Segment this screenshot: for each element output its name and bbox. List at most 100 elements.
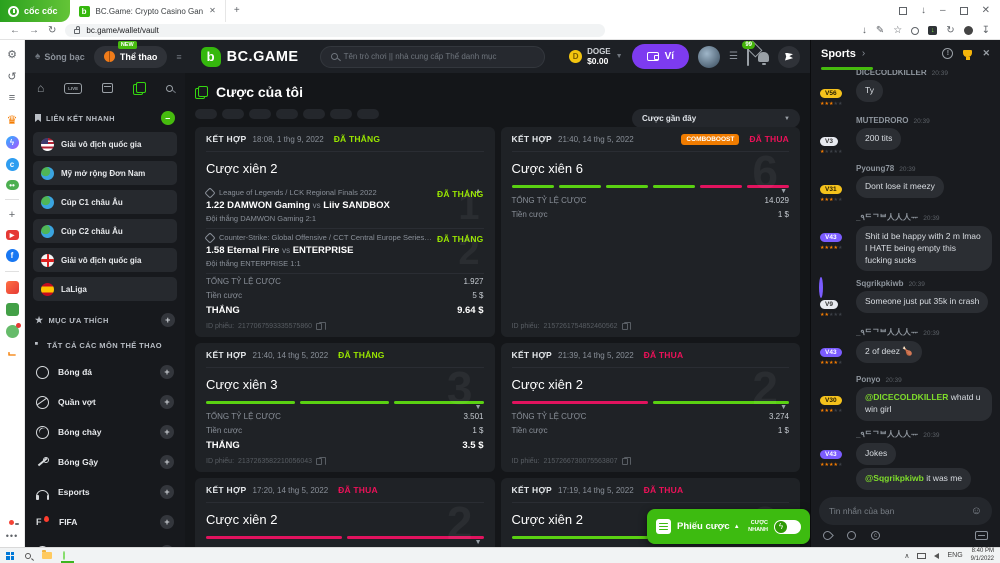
- collapse-caret-icon[interactable]: ▼: [780, 188, 787, 195]
- extension-icon[interactable]: ↓: [928, 26, 938, 35]
- bet-card[interactable]: KẾT HỢP 21:40, 14 thg 5, 2022 COMBOBOOST…: [500, 127, 800, 337]
- sync-icon[interactable]: ↻: [946, 24, 955, 36]
- user-avatar[interactable]: [698, 45, 721, 68]
- filter-pill[interactable]: [195, 109, 217, 119]
- chat-message[interactable]: V43 ★ ★ ★ ★ ★ _٩ᄃᄀᄇ人人人ᅲ 20:39 Shit id be hap…: [818, 212, 992, 272]
- download-icon[interactable]: ↓: [861, 24, 867, 36]
- youtube-icon[interactable]: ▶: [5, 230, 19, 240]
- rain-icon[interactable]: [821, 529, 834, 542]
- chat-username[interactable]: _٩ᄃᄀᄇ人人人ᅲ: [856, 328, 919, 338]
- chat-room-name[interactable]: Sports: [821, 47, 856, 60]
- bet-card[interactable]: KẾT HỢP 21:39, 14 thg 5, 2022 ĐÃ THUA Cư…: [500, 343, 800, 472]
- messenger-icon[interactable]: ϟ: [5, 136, 19, 149]
- wallet-button[interactable]: Ví: [631, 44, 690, 69]
- bet-card[interactable]: KẾT HỢP 18:08, 1 thg 9, 2022 ĐÃ THẮNG Cư…: [195, 127, 495, 337]
- collapse-quick-links-button[interactable]: –: [161, 111, 175, 125]
- filter-pill[interactable]: [303, 109, 325, 119]
- profile-icon[interactable]: [963, 26, 973, 35]
- trophy-icon[interactable]: [963, 50, 973, 60]
- chat-username[interactable]: _٩ᄃᄀᄇ人人人ᅲ: [856, 212, 919, 222]
- capture-icon[interactable]: [899, 7, 908, 15]
- browser-tab[interactable]: b BC.Game: Crypto Casino Gan ✕: [70, 0, 226, 22]
- window-minimize-button[interactable]: –: [940, 5, 946, 16]
- balance-selector[interactable]: D DOGE $0.00 ▼: [569, 47, 623, 67]
- calendar-icon[interactable]: [102, 83, 114, 93]
- copy-icon[interactable]: [316, 456, 326, 465]
- expand-sport-button[interactable]: +: [160, 365, 174, 379]
- account-menu-icon[interactable]: ☰: [729, 51, 738, 62]
- new-tab-button[interactable]: +: [233, 5, 240, 16]
- sport-item[interactable]: Bóng đá +: [33, 357, 177, 387]
- edit-icon[interactable]: ✎: [875, 24, 885, 36]
- games-icon[interactable]: ••: [5, 180, 19, 190]
- sports-tab[interactable]: Thể thao NEW: [93, 40, 168, 68]
- forward-button[interactable]: →: [29, 24, 39, 36]
- quick-link-item[interactable]: Giải vô địch quốc gia: [33, 248, 177, 272]
- coccoc-menu-button[interactable]: cốc cốc: [0, 0, 70, 22]
- volume-icon[interactable]: [934, 552, 940, 559]
- collapse-caret-icon[interactable]: ▼: [780, 404, 787, 411]
- casino-tab[interactable]: ♠ Sòng bạc: [35, 51, 85, 62]
- taskbar-search-icon[interactable]: [25, 552, 31, 559]
- chat-username[interactable]: DICECOLDKILLER: [856, 70, 927, 77]
- chat-message[interactable]: V56 ★ ★ ★ ★ ★ DICECOLDKILLER 20:39 Ty: [818, 70, 992, 108]
- add-shortcut-icon[interactable]: +: [8, 209, 16, 221]
- chat-input[interactable]: Tin nhắn của bạn ☺: [819, 497, 992, 525]
- my-bets-icon[interactable]: [133, 81, 147, 95]
- window-maximize-button[interactable]: [959, 7, 968, 15]
- crown-icon[interactable]: ♛: [6, 113, 18, 127]
- quick-link-item[interactable]: Cúp C1 châu Âu: [33, 190, 177, 214]
- collapse-caret-icon[interactable]: ▲: [474, 188, 482, 195]
- chat-username[interactable]: _٩ᄃᄀᄇ人人人ᅲ: [856, 430, 919, 440]
- settings-gear-icon[interactable]: ⚙: [7, 49, 17, 61]
- chat-toggle-button[interactable]: [778, 45, 800, 68]
- reload-button[interactable]: ↻: [48, 24, 57, 36]
- notification-app-icon[interactable]: [5, 323, 21, 338]
- chat-message[interactable]: V30 ★ ★ ★ ★ ★ Ponyo 20:39 @DICECOLDKILLER wh…: [818, 375, 992, 422]
- copy-icon[interactable]: [621, 456, 631, 465]
- sport-item[interactable]: Bóng Gậy +: [33, 447, 177, 477]
- start-button[interactable]: [6, 551, 14, 560]
- filter-pill[interactable]: [249, 109, 271, 119]
- chat-message[interactable]: V9 ★ ★ ★ ★ ★ Sqgrikpkiwb 20:39 Someone just …: [818, 277, 992, 319]
- sport-item[interactable]: Quần vợt +: [33, 387, 177, 417]
- download-panel-icon[interactable]: ↓: [921, 5, 927, 16]
- home-icon[interactable]: ⌂: [37, 81, 45, 95]
- bet-card[interactable]: KẾT HỢP 21:40, 14 thg 5, 2022 ĐÃ THẮNG C…: [195, 343, 495, 472]
- quick-bet-toggle[interactable]: ϟ: [774, 519, 801, 534]
- betslip-button[interactable]: Phiếu cược ▲ CƯỢC NHANH ϟ: [647, 509, 810, 544]
- zalo-icon[interactable]: c: [5, 158, 19, 171]
- tab-close-icon[interactable]: ✕: [209, 6, 216, 15]
- rules-icon[interactable]: [847, 531, 856, 540]
- chat-username[interactable]: MUTEDRORO: [856, 115, 909, 125]
- chat-message[interactable]: V31 ★ ★ ★ ★ ★ Pyoung78 20:39 Dont lose it me…: [818, 164, 992, 204]
- expand-sport-button[interactable]: +: [160, 455, 174, 469]
- tray-expand-icon[interactable]: ∧: [904, 552, 910, 560]
- mention-link[interactable]: @Sqgrikpkiwb: [865, 473, 924, 484]
- chat-rules-icon[interactable]: !: [942, 48, 954, 59]
- quick-link-item[interactable]: Cúp C2 châu Âu: [33, 219, 177, 243]
- shopping-cart-icon[interactable]: ⌙: [7, 348, 17, 360]
- window-close-button[interactable]: ✕: [981, 5, 990, 16]
- coccoc-taskbar-icon[interactable]: [61, 551, 74, 563]
- copy-icon[interactable]: [316, 321, 326, 330]
- chevron-right-icon[interactable]: ›: [861, 48, 866, 59]
- green-app-icon[interactable]: [5, 303, 19, 316]
- expand-sport-button[interactable]: +: [160, 395, 174, 409]
- chat-avatar[interactable]: [819, 277, 823, 299]
- chat-username[interactable]: Sqgrikpkiwb: [856, 279, 904, 289]
- chat-message[interactable]: V43 ★ ★ ★ ★ ★ _٩ᄃᄀᄇ人人人ᅲ 20:39 2 of deez 🍗: [818, 327, 992, 367]
- sort-dropdown[interactable]: Cược gần đây ▼: [632, 109, 800, 128]
- tip-coin-icon[interactable]: c: [871, 531, 880, 540]
- sport-item[interactable]: Bóng chày +: [33, 417, 177, 447]
- expand-sport-button[interactable]: +: [160, 425, 174, 439]
- notifications-icon[interactable]: [758, 51, 769, 65]
- sport-item[interactable]: Bóng rổ +: [33, 537, 177, 547]
- quick-link-item[interactable]: Giải vô địch quốc gia: [33, 132, 177, 156]
- live-icon[interactable]: LIVE: [64, 82, 83, 94]
- bet-leg[interactable]: Counter-Strike: Global Offensive / CCT C…: [204, 231, 484, 274]
- bet-leg[interactable]: League of Legends / LCK Regional Finals …: [204, 186, 484, 229]
- expand-sport-button[interactable]: +: [160, 515, 174, 529]
- chat-username[interactable]: Ponyo: [856, 375, 881, 385]
- collapse-caret-icon[interactable]: ▼: [474, 404, 482, 411]
